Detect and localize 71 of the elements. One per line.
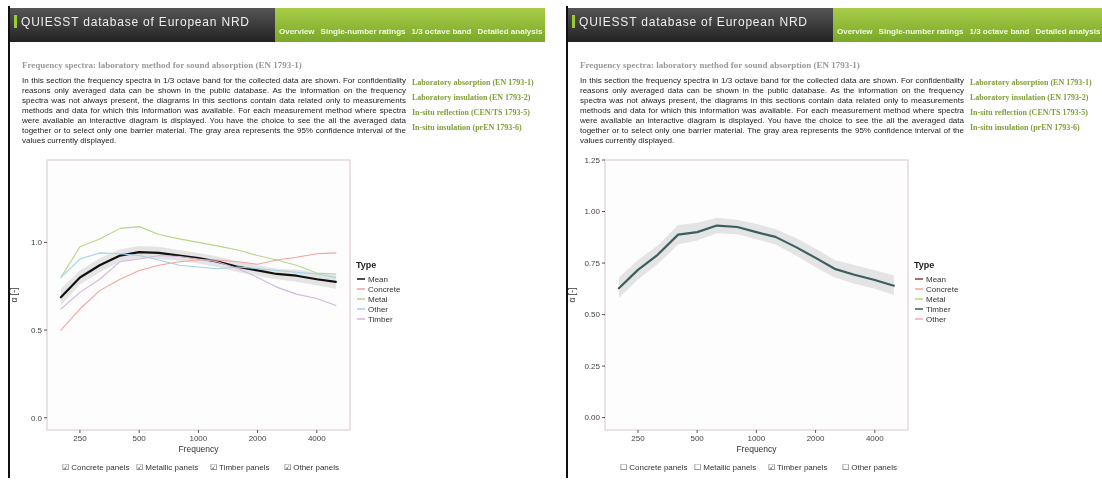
text: Laboratory absorption (EN 1793-1): [412, 78, 534, 87]
legend-label: Metal: [926, 294, 946, 304]
text: ☑ Timber panels: [210, 463, 270, 472]
legend-label: Timber: [926, 304, 951, 314]
text: Overview: [837, 27, 873, 36]
text: ☐ Concrete panels: [620, 463, 688, 472]
line-series: [59, 250, 337, 299]
text: In-situ reflection (CEN/TS 1793-5): [412, 108, 530, 117]
line-series: [60, 226, 337, 279]
legend-label: Timber: [368, 314, 393, 324]
x-axis-title: Frequency: [736, 444, 778, 454]
legend-title: Type: [914, 260, 935, 270]
x-tick-label: 1000: [189, 434, 208, 443]
text: Laboratory absorption (EN 1793-1): [970, 78, 1092, 87]
text: Overview: [279, 27, 315, 36]
y-tick-label: 0.00: [584, 413, 601, 423]
text: 1/3 octave band: [969, 27, 1030, 36]
y-tick-label: 1.00: [584, 207, 601, 217]
x-tick-label: 4000: [307, 434, 327, 443]
legend-title: Type: [356, 260, 377, 270]
legend-label: Other: [926, 314, 947, 324]
y-tick-label: 0.5: [30, 325, 43, 335]
text: In-situ insulation (prEN 1793-6): [412, 123, 522, 132]
x-tick-label: 500: [690, 434, 705, 443]
text: In this section the frequency spectra in 1/3 octave band for the collected data are shown. For confidentiality reasons only averaged data can be shown in the public database. As the information on the frequency spectra was not always present, the diagrams in this sections contain data related only to measurements methods and data for which this information was available. For each measurement method where spectra were available an interactive diagram is displayed. You have the choice to see the all the averaged data together or to select only one barrier material. The gray area represents the 95% confidence interval of the values currently displayed.: [580, 76, 964, 146]
text: ☑ Metallic panels: [136, 463, 199, 472]
y-tick-label: 0.50: [584, 310, 601, 320]
text: ☑ Timber panels: [768, 463, 828, 472]
chart-subtitle: Frequency spectra: laboratory method for sound absorption (EN 1793-1): [580, 60, 860, 70]
legend-label: Metal: [368, 294, 388, 304]
legend-label: Mean: [368, 274, 389, 284]
text: 1/3 octave band: [411, 27, 472, 36]
text: In-situ insulation (prEN 1793-6): [970, 123, 1080, 132]
x-tick-label: 1000: [747, 434, 766, 443]
text: Detailed analysis: [477, 27, 543, 36]
legend-label: Mean: [926, 274, 947, 284]
chart-subtitle: Frequency spectra: laboratory method for sound absorption (EN 1793-1): [22, 60, 302, 70]
x-tick-label: 4000: [865, 434, 885, 443]
y-axis-title: α [-]: [9, 287, 19, 303]
text: In-situ reflection (CEN/TS 1793-5): [970, 108, 1088, 117]
y-tick-label: 0.75: [584, 258, 601, 268]
text: Detailed analysis: [1035, 27, 1101, 36]
chart-title: QUIESST database of European NRD: [579, 15, 808, 29]
text: Single-number ratings: [878, 27, 964, 36]
x-tick-label: 500: [132, 434, 147, 443]
x-tick-label: 2000: [806, 434, 826, 443]
x-axis-title: Frequency: [178, 444, 220, 454]
chart-title: QUIESST database of European NRD: [21, 15, 250, 29]
y-axis-title: α [-]: [567, 287, 577, 303]
text: In this section the frequency spectra in 1/3 octave band for the collected data are shown. For confidentiality reasons only averaged data can be shown in the public database. As the information on the frequency spectra was not always present, the diagrams in this sections contain data related only to measurements methods and data for which this information was available. For each measurement method where spectra were available an interactive diagram is displayed. You have the choice to see the all the averaged data together or to select only one barrier material. The gray area represents the 95% confidence interval of the values currently displayed.: [22, 76, 406, 146]
text: ☑ Concrete panels: [62, 463, 130, 472]
text: Laboratory insulation (EN 1793-2): [412, 93, 531, 102]
text: Laboratory insulation (EN 1793-2): [970, 93, 1089, 102]
legend-label: Concrete: [368, 284, 402, 294]
text: Single-number ratings: [320, 27, 406, 36]
text: ☑ Other panels: [284, 463, 340, 472]
line-series: [60, 252, 337, 279]
line-series: [60, 252, 337, 331]
y-tick-label: 0.0: [30, 413, 43, 423]
x-tick-label: 250: [73, 434, 88, 443]
line-series: [617, 224, 895, 290]
y-tick-label: 1.0: [30, 238, 43, 248]
x-tick-label: 2000: [248, 434, 268, 443]
text: ☐ Other panels: [842, 463, 898, 472]
y-tick-label: 0.25: [584, 361, 601, 371]
text: ☐ Metallic panels: [694, 463, 757, 472]
y-tick-label: 1.25: [584, 155, 601, 165]
legend-label: Other: [368, 304, 389, 314]
x-tick-label: 250: [631, 434, 646, 443]
line-series: [60, 255, 337, 310]
legend-label: Concrete: [926, 284, 960, 294]
